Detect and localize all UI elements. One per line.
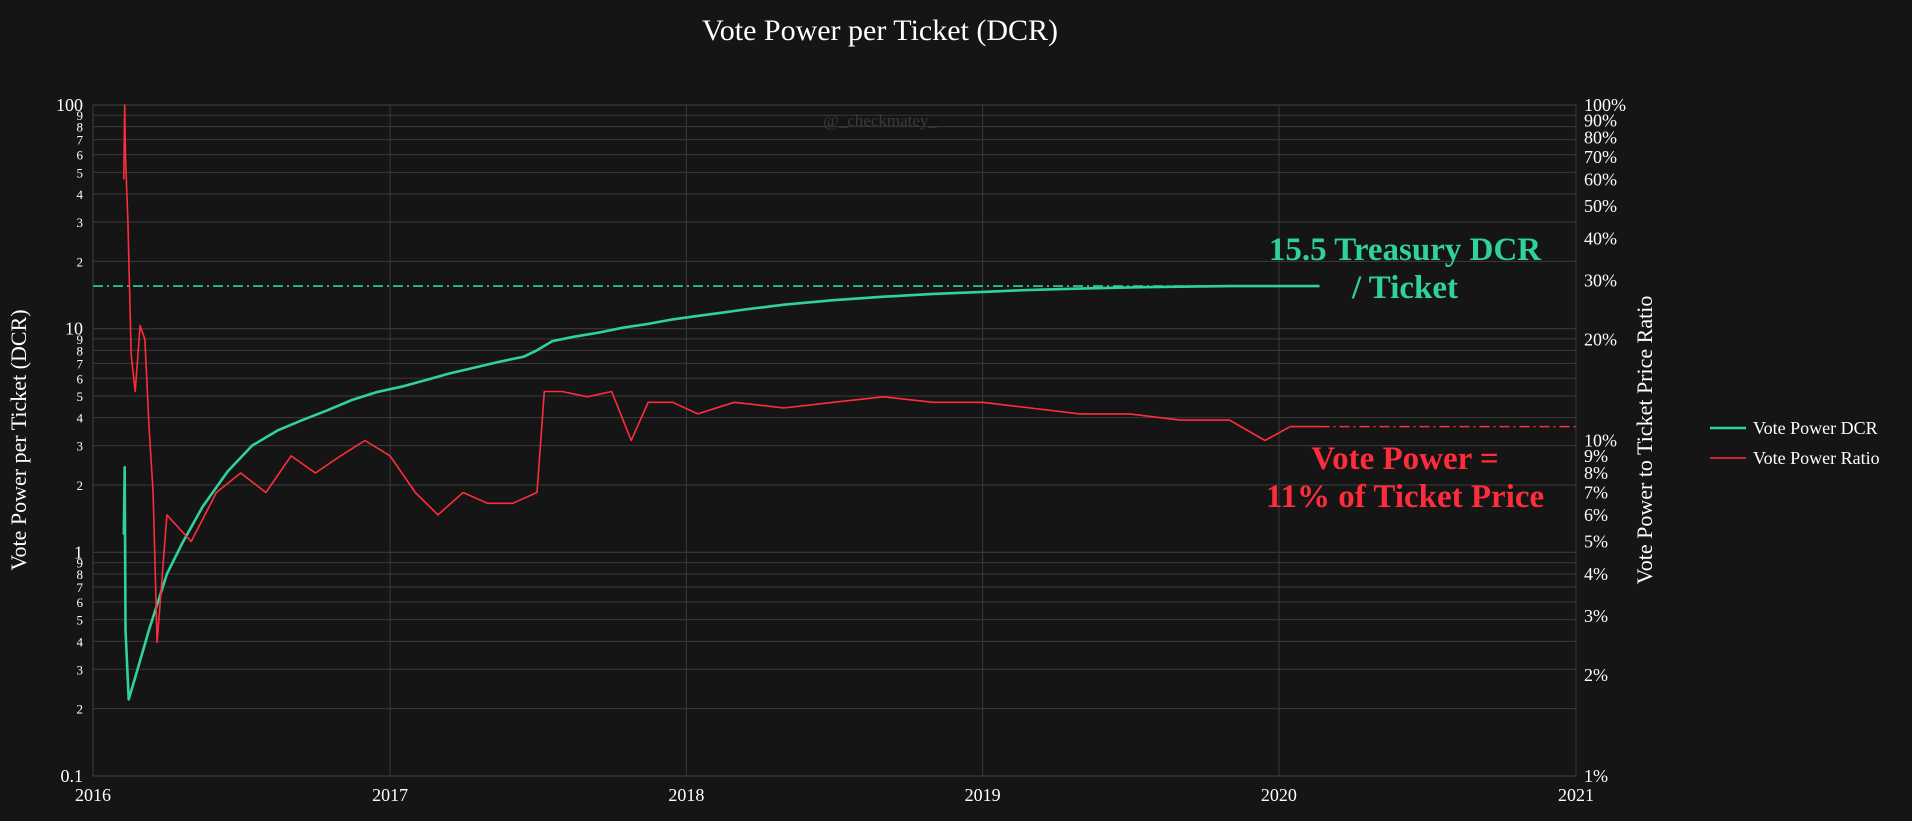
- chart-title: Vote Power per Ticket (DCR): [702, 14, 1058, 47]
- y-left-minor-tick-label: 3: [77, 439, 84, 454]
- y-left-minor-tick-label: 9: [77, 556, 84, 571]
- y-left-minor-tick-label: 5: [77, 613, 84, 628]
- y-left-minor-tick-label: 4: [77, 187, 84, 202]
- series-line-vote-power-ratio: [123, 104, 1320, 644]
- y-left-minor-tick-label: 6: [77, 595, 84, 610]
- series-group: [122, 104, 1320, 701]
- annotations: 15.5 Treasury DCR / Ticket Vote Power = 11%…: [1266, 232, 1544, 515]
- annotation-line: 15.5 Treasury DCR: [1269, 232, 1542, 268]
- series-line-vote-power-dcr: [122, 284, 1320, 701]
- y-left-minor-tick-label: 2: [77, 702, 84, 717]
- y-right-tick-label: 7%: [1584, 482, 1608, 502]
- y-left-minor-tick-label: 9: [77, 108, 84, 123]
- annotation-line: Vote Power =: [1311, 441, 1498, 477]
- x-tick-label: 2021: [1558, 785, 1594, 805]
- y-axis-left-label: Vote Power per Ticket (DCR): [6, 309, 31, 570]
- y-left-minor-tick-label: 4: [77, 634, 84, 649]
- y-right-tick-label: 60%: [1584, 169, 1617, 189]
- y-left-minor-tick-label: 2: [77, 254, 84, 269]
- y-left-minor-tick-label: 8: [77, 120, 84, 135]
- y-left-minor-tick-label: 7: [77, 356, 84, 371]
- y-right-tick-label: 8%: [1584, 463, 1608, 483]
- y-right-tick-label: 20%: [1584, 330, 1617, 350]
- y-left-tick-label: 1: [74, 542, 83, 562]
- y-left-minor-tick-label: 5: [77, 165, 84, 180]
- y-left-minor-tick-label: 7: [77, 133, 84, 148]
- x-tick-label: 2020: [1261, 785, 1297, 805]
- x-tick-label: 2018: [668, 785, 704, 805]
- y-left-tick-label: 0.1: [61, 766, 84, 786]
- y-right-tick-label: 1%: [1584, 766, 1608, 786]
- y-right-tick-label: 70%: [1584, 147, 1617, 167]
- watermark: @_checkmatey_: [823, 111, 937, 130]
- y-left-minor-tick-label: 8: [77, 567, 84, 582]
- annotation-text: Vote Power = 11% of Ticket Price: [1266, 441, 1544, 515]
- y-left-minor-tick-label: 5: [77, 389, 84, 404]
- annotation-text: 15.5 Treasury DCR / Ticket: [1269, 232, 1542, 306]
- y-left-minor-tick-label: 6: [77, 371, 84, 386]
- y-right-tick-label: 5%: [1584, 531, 1608, 551]
- y-right-tick-label: 90%: [1584, 110, 1617, 130]
- x-tick-label: 2017: [372, 785, 408, 805]
- annotation-line: 11% of Ticket Price: [1266, 479, 1544, 515]
- y-right-tick-label: 6%: [1584, 505, 1608, 525]
- y-right-tick-label: 10%: [1584, 431, 1617, 451]
- y-right-tick-label: 4%: [1584, 564, 1608, 584]
- y-left-minor-tick-label: 4: [77, 411, 84, 426]
- y-right-tick-label: 50%: [1584, 196, 1617, 216]
- y-left-minor-tick-label: 3: [77, 662, 84, 677]
- y-left-minor-tick-label: 8: [77, 343, 84, 358]
- y-right-tick-label: 40%: [1584, 229, 1617, 249]
- y-left-minor-tick-label: 6: [77, 148, 84, 163]
- x-tick-label: 2016: [75, 785, 111, 805]
- legend: Vote Power DCR Vote Power Ratio: [1710, 418, 1880, 468]
- y-right-tick-label: 30%: [1584, 270, 1617, 290]
- y-axis-right-label: Vote Power to Ticket Price Ratio: [1632, 296, 1657, 585]
- y-left-minor-tick-label: 3: [77, 215, 84, 230]
- x-tick-label: 2019: [965, 785, 1001, 805]
- y-left-minor-tick-label: 7: [77, 580, 84, 595]
- annotation-line: / Ticket: [1351, 270, 1458, 306]
- y-left-minor-tick-label: 2: [77, 478, 84, 493]
- legend-entry-label: Vote Power DCR: [1753, 418, 1878, 438]
- legend-entry-label: Vote Power Ratio: [1753, 448, 1880, 468]
- reference-lines: [93, 285, 1576, 428]
- y-right-tick-label: 2%: [1584, 665, 1608, 685]
- y-left-minor-tick-label: 9: [77, 332, 84, 347]
- y-left-tick-label: 100: [56, 95, 83, 115]
- y-right-tick-label: 100%: [1584, 95, 1626, 115]
- y-right-tick-label: 80%: [1584, 128, 1617, 148]
- y-left-tick-label: 10: [65, 319, 83, 339]
- y-right-tick-label: 9%: [1584, 446, 1608, 466]
- grid: [92, 104, 1577, 777]
- y-right-tick-label: 3%: [1584, 606, 1608, 626]
